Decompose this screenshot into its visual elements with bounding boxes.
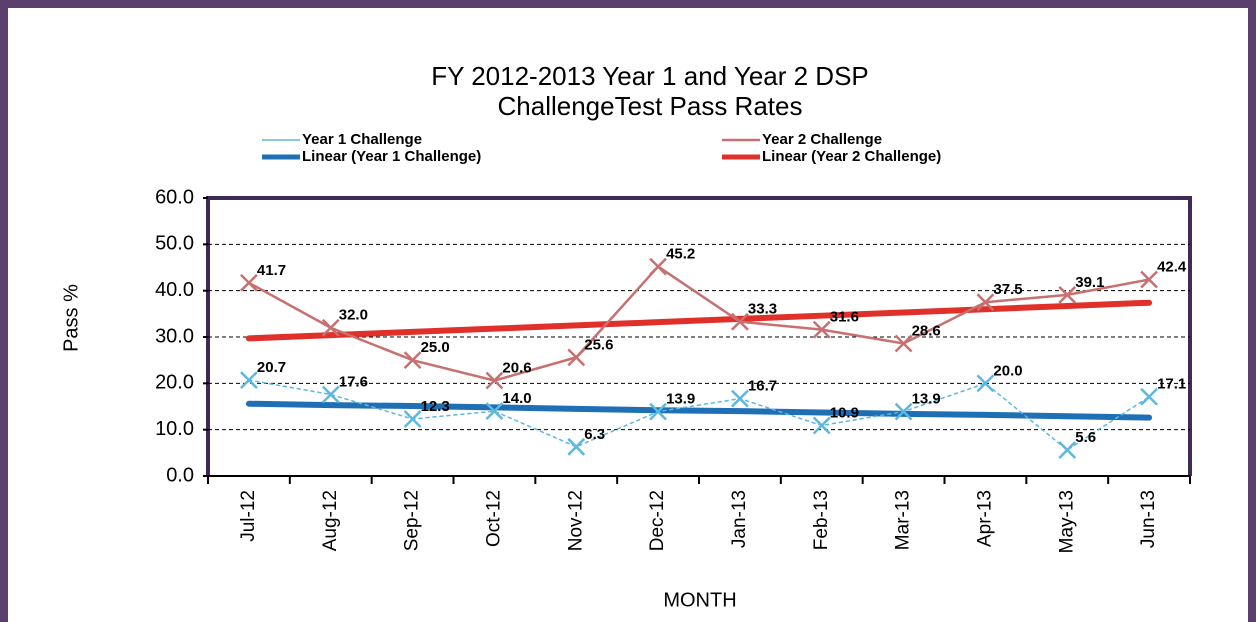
data-label: 39.1 — [1075, 274, 1104, 291]
data-label: 25.6 — [584, 336, 613, 353]
series-line — [248, 379, 1150, 451]
chart-title: FY 2012-2013 Year 1 and Year 2 DSP — [431, 61, 869, 91]
data-label: 37.5 — [993, 281, 1022, 298]
x-tick-label: Nov-12 — [565, 490, 586, 551]
data-label: 20.0 — [993, 362, 1022, 379]
x-tick-label: Feb-13 — [811, 490, 832, 550]
data-label: 41.7 — [257, 262, 286, 279]
marker — [894, 402, 913, 421]
x-tick-label: Mar-13 — [893, 490, 914, 550]
data-label: 13.9 — [666, 391, 695, 408]
legend-label: Linear (Year 2 Challenge) — [762, 148, 941, 165]
data-label: 5.6 — [1075, 429, 1096, 446]
data-label: 31.6 — [830, 309, 859, 326]
y-tick-label: 30.0 — [155, 325, 194, 347]
y-tick-label: 60.0 — [155, 186, 194, 208]
data-label: 32.0 — [339, 307, 368, 324]
marker — [485, 371, 504, 390]
data-label: 13.9 — [912, 391, 941, 408]
data-label: 17.6 — [339, 373, 368, 390]
marker — [812, 416, 831, 435]
data-label: 17.1 — [1157, 376, 1186, 393]
marker — [321, 385, 340, 404]
data-label: 14.0 — [502, 390, 531, 407]
marker — [894, 334, 913, 353]
marker — [649, 257, 667, 276]
marker — [731, 312, 749, 331]
data-label: 6.3 — [584, 426, 605, 443]
data-label: 42.4 — [1157, 259, 1187, 276]
marker — [567, 437, 586, 456]
marker — [403, 351, 422, 370]
marker — [240, 371, 258, 389]
data-label: 20.6 — [502, 360, 531, 377]
marker — [812, 320, 831, 339]
y-tick-label: 40.0 — [155, 279, 194, 301]
marker — [1058, 441, 1077, 459]
series-line — [245, 299, 1153, 342]
data-label: 33.3 — [748, 301, 777, 318]
y-axis-label: Pass % — [60, 284, 82, 352]
marker — [403, 410, 422, 428]
marker — [976, 293, 995, 312]
series-line — [245, 400, 1153, 421]
marker — [485, 402, 504, 421]
marker — [1058, 285, 1077, 304]
chart-subtitle: ChallengeTest Pass Rates — [498, 91, 803, 121]
legend-label: Linear (Year 1 Challenge) — [302, 148, 481, 165]
data-label: 16.7 — [748, 378, 777, 395]
data-label: 10.9 — [830, 404, 859, 421]
legend-label: Year 1 Challenge — [302, 131, 422, 148]
marker — [321, 318, 340, 337]
x-tick-label: Oct-12 — [483, 490, 504, 547]
data-label: 45.2 — [666, 246, 695, 263]
data-label: 12.3 — [421, 398, 450, 415]
legend-label: Year 2 Challenge — [762, 131, 882, 148]
x-tick-label: Aug-12 — [320, 490, 341, 551]
x-tick-label: May-13 — [1056, 490, 1077, 553]
y-tick-label: 20.0 — [155, 372, 194, 394]
data-label: 20.7 — [257, 359, 286, 376]
marker — [1140, 270, 1158, 289]
x-axis-label: MONTH — [663, 589, 736, 611]
marker — [1140, 387, 1158, 406]
x-tick-label: Jul-12 — [238, 490, 259, 542]
x-tick-label: Dec-12 — [647, 490, 668, 551]
y-tick-label: 0.0 — [166, 464, 194, 486]
marker — [976, 374, 995, 393]
marker — [649, 402, 667, 421]
x-tick-label: Apr-13 — [974, 490, 995, 547]
x-tick-label: Sep-12 — [402, 490, 423, 551]
marker — [567, 348, 586, 367]
marker — [731, 389, 749, 408]
y-tick-label: 10.0 — [155, 418, 194, 440]
x-tick-label: Jan-13 — [729, 490, 750, 548]
data-label: 28.6 — [912, 322, 941, 339]
x-tick-label: Jun-13 — [1138, 490, 1159, 548]
marker — [240, 273, 258, 292]
series-line — [247, 264, 1151, 382]
y-tick-label: 50.0 — [155, 233, 194, 255]
data-label: 25.0 — [421, 339, 450, 356]
